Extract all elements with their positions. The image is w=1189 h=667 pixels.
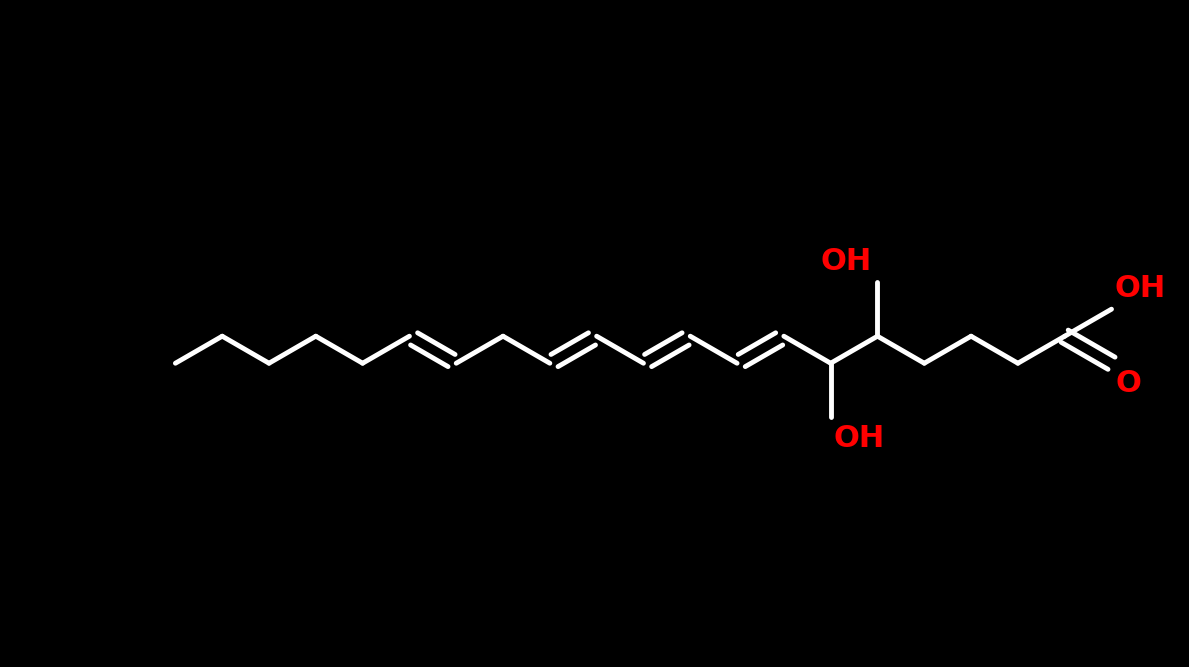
- Text: O: O: [1115, 369, 1141, 398]
- Text: OH: OH: [1114, 273, 1165, 303]
- Text: OH: OH: [820, 247, 872, 275]
- Text: OH: OH: [833, 424, 885, 453]
